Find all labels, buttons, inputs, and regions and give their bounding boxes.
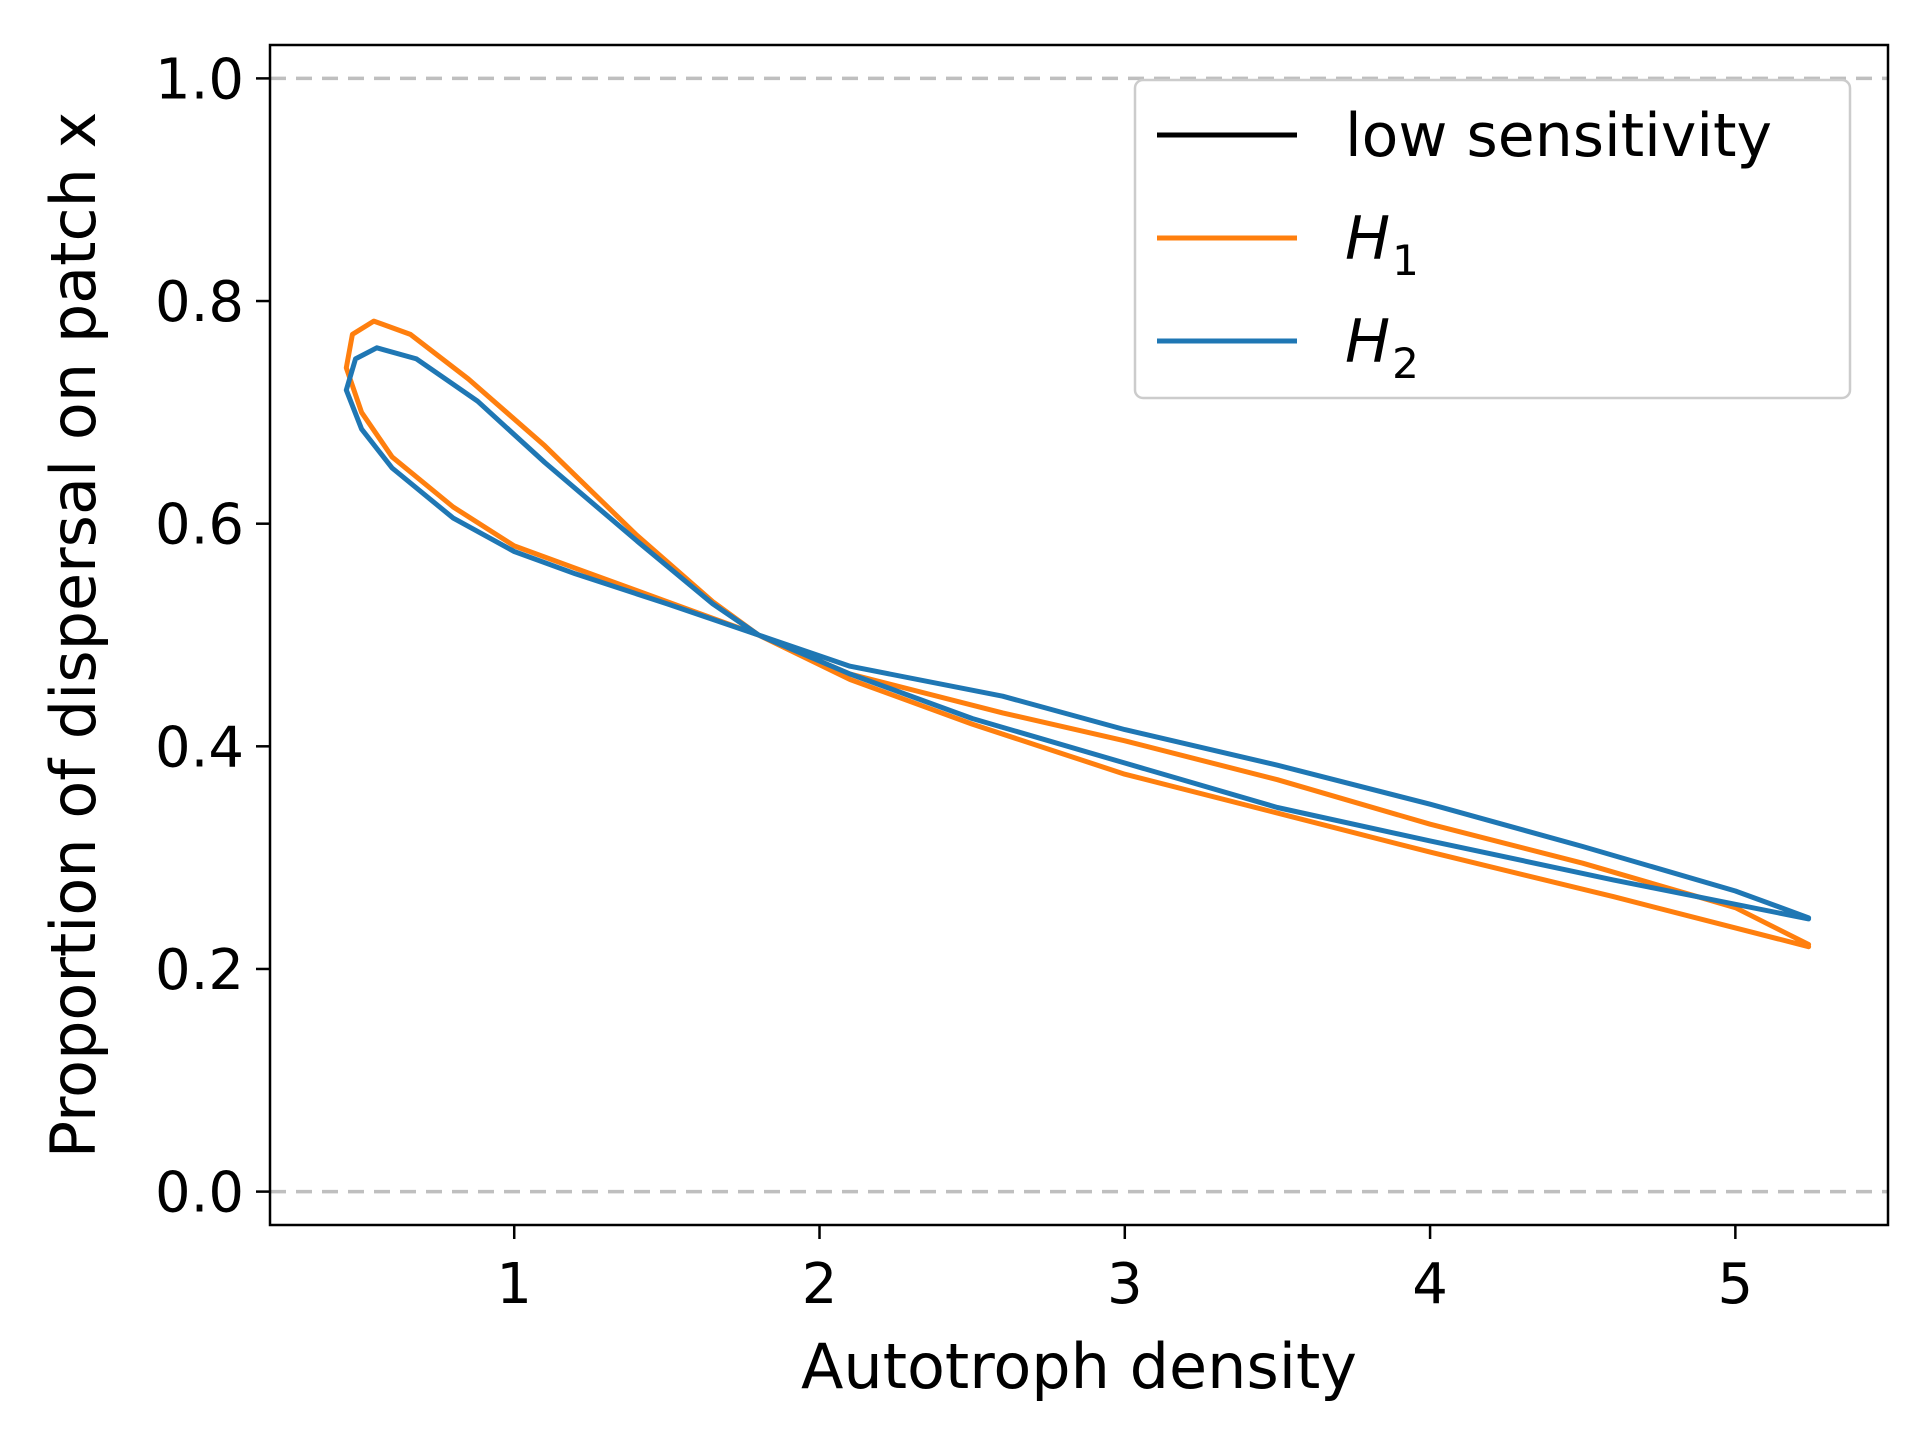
reference-lines: [270, 76, 1888, 1194]
y-tick-label: 1.0: [155, 47, 244, 112]
plot-lines: [343, 318, 1812, 950]
plot-frame: [268, 43, 1890, 1227]
legend-box: [1133, 78, 1852, 400]
y-tick-label: 0.6: [155, 493, 244, 558]
y-axis-label: Proportion of dispersal on patch x: [37, 112, 110, 1159]
legend-label-0: low sensitivity: [1345, 101, 1772, 171]
x-axis-label: Autotroph density: [801, 1330, 1357, 1403]
legend-label-subscript-2: 2: [1392, 339, 1419, 388]
legend-label-subscript-1: 1: [1392, 236, 1419, 285]
x-tick-label: 4: [1412, 1252, 1448, 1317]
legend-label-2: H2: [1345, 307, 1419, 388]
y-tick-label: 0.0: [155, 1161, 244, 1226]
x-tick-label: 5: [1718, 1252, 1754, 1317]
x-tick-label: 2: [802, 1252, 838, 1317]
y-tick-label: 0.4: [155, 715, 244, 780]
series-line-1: [343, 318, 1812, 950]
series-line-2: [343, 345, 1812, 922]
x-axis: 1 2 3 4 5: [496, 1225, 1753, 1317]
x-tick-label: 3: [1107, 1252, 1143, 1317]
y-tick-label: 0.2: [155, 938, 244, 1003]
y-axis: 0.0 0.2 0.4 0.6 0.8 1.0: [155, 47, 270, 1226]
y-tick-label: 0.8: [155, 270, 244, 335]
x-tick-label: 1: [496, 1252, 532, 1317]
